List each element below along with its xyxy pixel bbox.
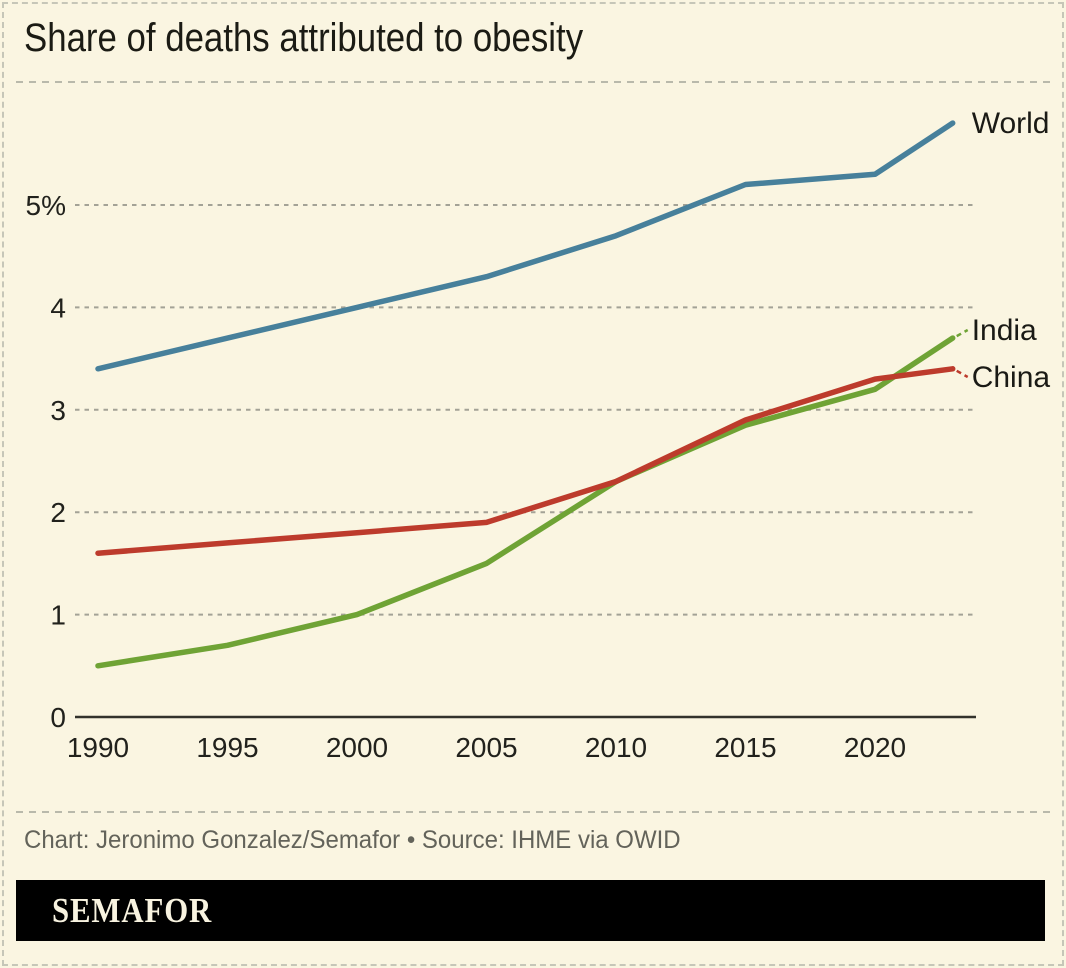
x-tick-label: 2015 (714, 732, 776, 763)
x-tick-label: 2005 (455, 732, 517, 763)
y-tick-label: 3 (50, 395, 66, 426)
x-tick-label: 2000 (326, 732, 388, 763)
x-tick-label: 2010 (585, 732, 647, 763)
y-tick-label: 0 (50, 702, 66, 733)
series-line-china (95, 366, 956, 556)
y-tick-label: 5% (26, 190, 66, 221)
y-tick-label: 2 (50, 497, 66, 528)
chart-title: Share of deaths attributed to obesity (24, 16, 584, 60)
chart-credit: Chart: Jeronimo Gonzalez/Semafor • Sourc… (24, 826, 681, 854)
y-tick-label: 1 (50, 600, 66, 631)
series-line-india (95, 335, 956, 669)
plot-area: 0 1 2 3 4 5% 1990 1995 2000 2005 2010 2015 2020 World… (26, 107, 1051, 763)
label-leader-india (956, 328, 969, 338)
series-label-india: India (972, 314, 1037, 347)
series-label-china: China (972, 361, 1051, 394)
label-leader-china (956, 369, 969, 379)
series-line-world (95, 120, 956, 372)
x-tick-label: 1995 (196, 732, 258, 763)
y-tick-label: 4 (50, 292, 66, 323)
x-tick-label: 1990 (67, 732, 129, 763)
semafor-logo: SEMAFOR (52, 890, 213, 930)
series-label-world: World (972, 107, 1050, 140)
semafor-logo-bar: SEMAFOR (16, 880, 1045, 941)
x-tick-label: 2020 (844, 732, 906, 763)
